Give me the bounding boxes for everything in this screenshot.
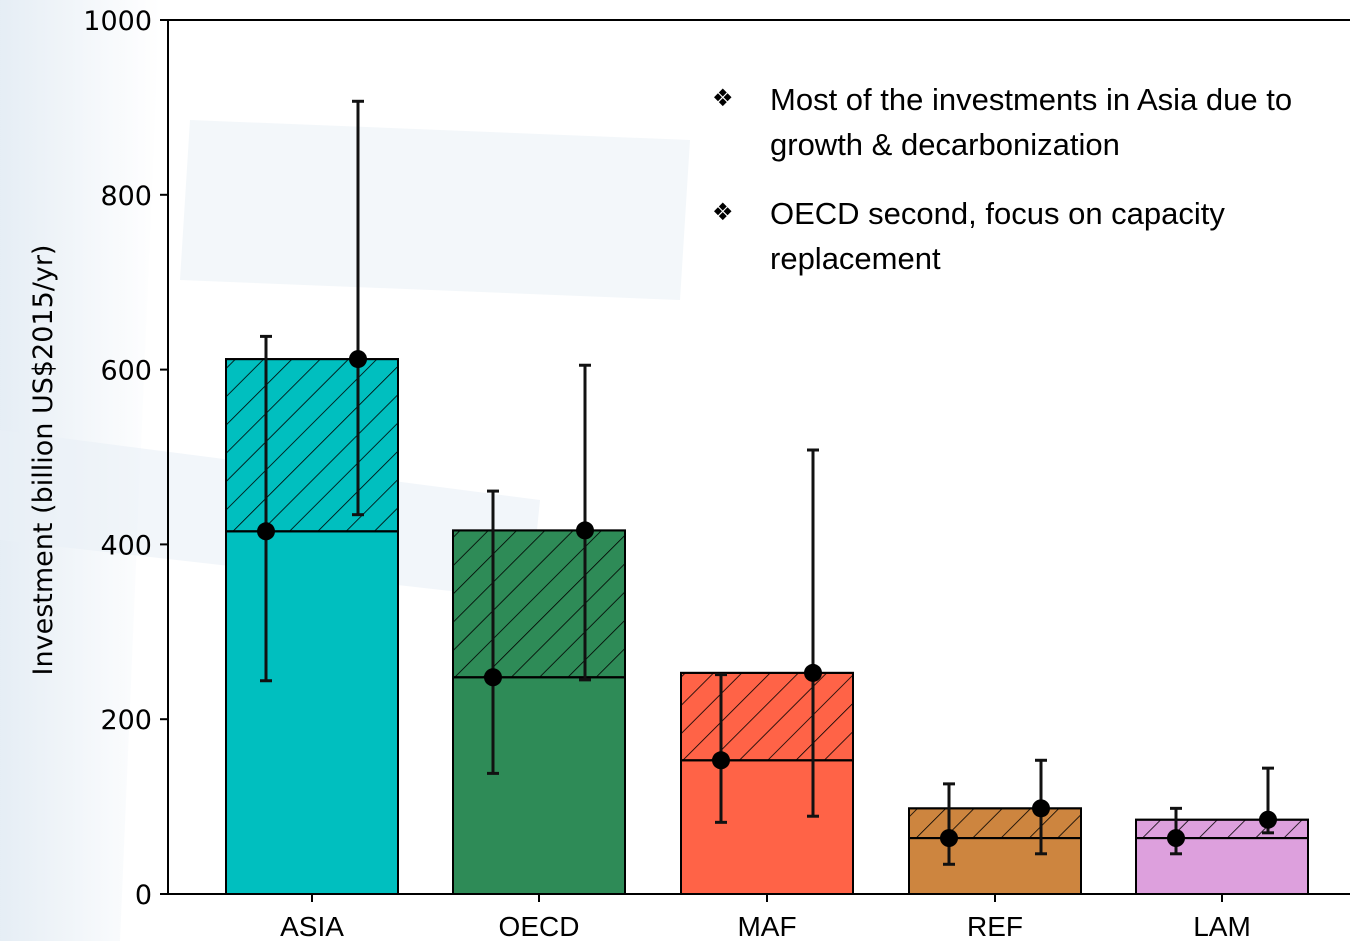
annotation-text: Most of the investments in Asia due to g… [770, 82, 1293, 162]
data-point-maf-left [712, 751, 730, 770]
data-point-oecd-left [484, 668, 502, 687]
data-point-ref-left [940, 829, 958, 848]
bar-oecd-base [452, 676, 626, 895]
diamond-bullet-icon: ❖ [712, 197, 734, 226]
bar-lam-hatch-overlay [1135, 818, 1309, 840]
bar-asia-base [225, 530, 399, 895]
bar-maf-hatch-overlay [680, 671, 854, 762]
y-ticks-layer: 0 200 400 600 800 1000 [83, 6, 168, 911]
data-point-maf-right [804, 663, 822, 682]
data-point-lam-right [1259, 810, 1277, 829]
annotation-text: OECD second, focus on capacity replaceme… [770, 195, 1225, 276]
bar-ref-base [908, 837, 1082, 896]
annotation-item: ❖ Most of the investments in Asia due to… [712, 78, 1342, 168]
y-tick-label: 0 [135, 880, 152, 911]
data-point-asia-left [257, 522, 275, 541]
y-tick-label: 600 [100, 356, 152, 387]
bar-asia-hatch-overlay [225, 358, 399, 533]
bar-lam-base [1135, 837, 1309, 896]
y-tick-label: 1000 [83, 6, 152, 37]
diamond-bullet-icon: ❖ [712, 84, 734, 112]
x-tick-label-maf: MAF [737, 911, 796, 941]
data-point-lam-left [1167, 829, 1185, 848]
bars-layer [225, 358, 1309, 896]
bar-ref-hatch-overlay [908, 807, 1082, 840]
x-tick-label-ref: REF [967, 911, 1023, 941]
error-bars-layer [257, 99, 1277, 866]
bar-oecd-hatch-overlay [452, 529, 626, 679]
data-point-ref-right [1032, 799, 1050, 818]
axes [167, 19, 1350, 895]
x-tick-label-lam: LAM [1193, 911, 1251, 941]
annotation-item: ❖ OECD second, focus on capacity replace… [712, 192, 1342, 282]
data-point-oecd-right [576, 521, 594, 540]
x-tick-label-asia: ASIA [280, 911, 344, 941]
bar-maf-base [680, 759, 854, 896]
y-axis-label: Investment (billion US$2015/yr) [28, 245, 59, 676]
annotation-box: ❖ Most of the investments in Asia due to… [712, 78, 1342, 306]
x-ticks-layer: ASIA OECD MAF REF LAM [280, 894, 1251, 941]
y-tick-label: 800 [100, 181, 152, 212]
y-tick-label: 200 [100, 705, 152, 736]
data-point-asia-right [349, 350, 367, 369]
y-tick-label: 400 [100, 530, 152, 561]
x-tick-label-oecd: OECD [499, 911, 580, 941]
